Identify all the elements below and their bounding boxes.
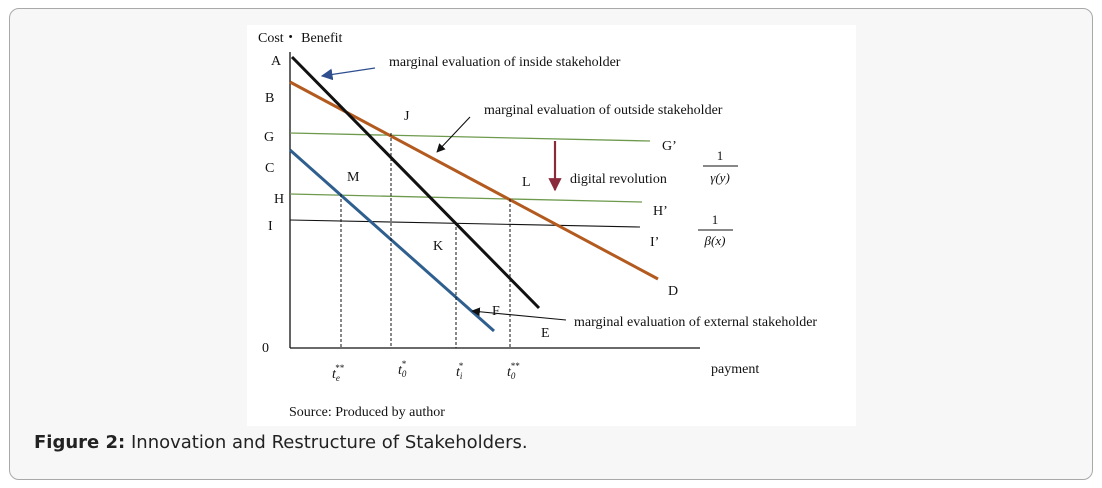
point-label-f: F (492, 304, 500, 319)
x-tick-ti: ti* (456, 361, 463, 381)
point-label-a: A (271, 54, 282, 69)
outside-annotation-arrow (436, 116, 471, 153)
point-label-l: L (522, 175, 531, 190)
gamma-fraction-denominator: γ(y) (710, 170, 730, 185)
point-label-m: M (347, 170, 360, 185)
point-label-b: B (265, 91, 274, 106)
x-tick-te: te** (332, 363, 344, 383)
figure-caption-label: Figure 2: (34, 432, 126, 453)
digital-revolution-text: digital revolution (570, 172, 667, 187)
point-label-i-prime: I’ (650, 235, 659, 250)
point-label-g: G (264, 130, 274, 145)
beta-fraction-denominator: β(x) (704, 233, 726, 248)
origin-label: 0 (262, 341, 269, 356)
inside-annotation-text: marginal evaluation of inside stakeholde… (389, 55, 621, 70)
point-label-k: K (433, 239, 443, 254)
line-h-hprime (289, 193, 643, 203)
x-tick-t0: t0* (398, 359, 407, 379)
point-label-h-prime: H’ (653, 204, 668, 219)
point-label-j: J (404, 109, 410, 124)
x-axis-label: payment (711, 362, 759, 377)
external-annotation-arrow (471, 307, 567, 321)
x-tick-t0b: t0** (507, 361, 520, 381)
external-stakeholder-line (289, 148, 495, 333)
gamma-fraction-numerator: 1 (717, 148, 724, 163)
outside-annotation-text: marginal evaluation of outside stakehold… (484, 103, 723, 118)
beta-fraction-numerator: 1 (712, 212, 719, 227)
point-label-e: E (541, 326, 550, 341)
line-g-gprime (289, 132, 651, 142)
inside-stakeholder-line (290, 55, 541, 310)
source-note: Source: Produced by author (289, 405, 445, 420)
figure-caption-text: Innovation and Restructure of Stakeholde… (125, 432, 528, 453)
external-annotation-text: marginal evaluation of external stakehol… (574, 315, 817, 330)
outside-stakeholder-line (289, 80, 659, 281)
point-label-c: C (265, 161, 274, 176)
point-label-d: D (668, 284, 678, 299)
figure-caption: Figure 2: Innovation and Restructure of … (34, 432, 528, 453)
line-i-iprime (289, 219, 641, 228)
inside-annotation-arrow (320, 67, 376, 81)
point-label-g-prime: G’ (662, 139, 677, 154)
y-axis-label: Cost・ Benefit (258, 31, 342, 46)
point-label-i: I (268, 219, 273, 234)
point-label-h: H (274, 192, 284, 207)
